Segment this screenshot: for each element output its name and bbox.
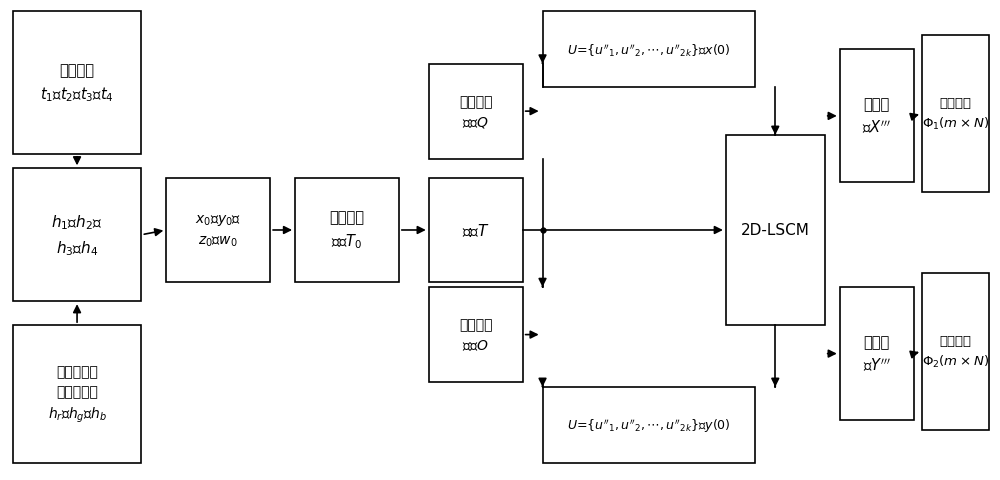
Text: 明文图像三
分量信息熵
$h_r$、$h_g$、$h_b$: 明文图像三 分量信息熵 $h_r$、$h_g$、$h_b$ [48, 365, 107, 424]
Text: $h_1$、$h_2$、
$h_3$、$h_4$: $h_1$、$h_2$、 $h_3$、$h_4$ [51, 213, 103, 257]
FancyBboxPatch shape [543, 12, 755, 88]
Text: 计数器初
始值$T_0$: 计数器初 始值$T_0$ [329, 210, 364, 251]
FancyBboxPatch shape [13, 169, 141, 301]
FancyBboxPatch shape [429, 288, 523, 383]
FancyBboxPatch shape [922, 36, 989, 192]
Text: 随机生成
序列$Q$: 随机生成 序列$Q$ [459, 95, 492, 129]
FancyBboxPatch shape [13, 12, 141, 155]
Text: 序列$T$: 序列$T$ [462, 222, 490, 239]
Text: 混沌序
列$Y'''$: 混沌序 列$Y'''$ [863, 334, 891, 373]
Text: $x_0$、$y_0$、
$z_0$、$w_0$: $x_0$、$y_0$、 $z_0$、$w_0$ [195, 213, 241, 249]
FancyBboxPatch shape [429, 64, 523, 159]
FancyBboxPatch shape [922, 273, 989, 430]
Text: $U$={$u''_1,u''_2,\cdots,u''_{2k}$}和$x(0)$: $U$={$u''_1,u''_2,\cdots,u''_{2k}$}和$x(0… [567, 42, 731, 59]
FancyBboxPatch shape [166, 179, 270, 283]
FancyBboxPatch shape [840, 288, 914, 420]
FancyBboxPatch shape [726, 136, 825, 325]
Text: 混沌序
列$X'''$: 混沌序 列$X'''$ [862, 97, 891, 136]
Text: 外部密钥
$t_1$、$t_2$、$t_3$、$t_4$: 外部密钥 $t_1$、$t_2$、$t_3$、$t_4$ [40, 63, 114, 104]
Text: $U$={$u''_1,u''_2,\cdots,u''_{2k}$}和$y(0)$: $U$={$u''_1,u''_2,\cdots,u''_{2k}$}和$y(0… [567, 416, 731, 434]
FancyBboxPatch shape [840, 50, 914, 183]
FancyBboxPatch shape [13, 325, 141, 463]
FancyBboxPatch shape [295, 179, 399, 283]
Text: 2D-LSCM: 2D-LSCM [741, 223, 810, 238]
Text: 测量矩阵
$\Phi_1(m\times N)$: 测量矩阵 $\Phi_1(m\times N)$ [922, 97, 989, 132]
Text: 随机生成
序列$O$: 随机生成 序列$O$ [459, 318, 492, 352]
FancyBboxPatch shape [429, 179, 523, 283]
Text: 测量矩阵
$\Phi_2(m\times N)$: 测量矩阵 $\Phi_2(m\times N)$ [922, 334, 989, 369]
FancyBboxPatch shape [543, 387, 755, 463]
